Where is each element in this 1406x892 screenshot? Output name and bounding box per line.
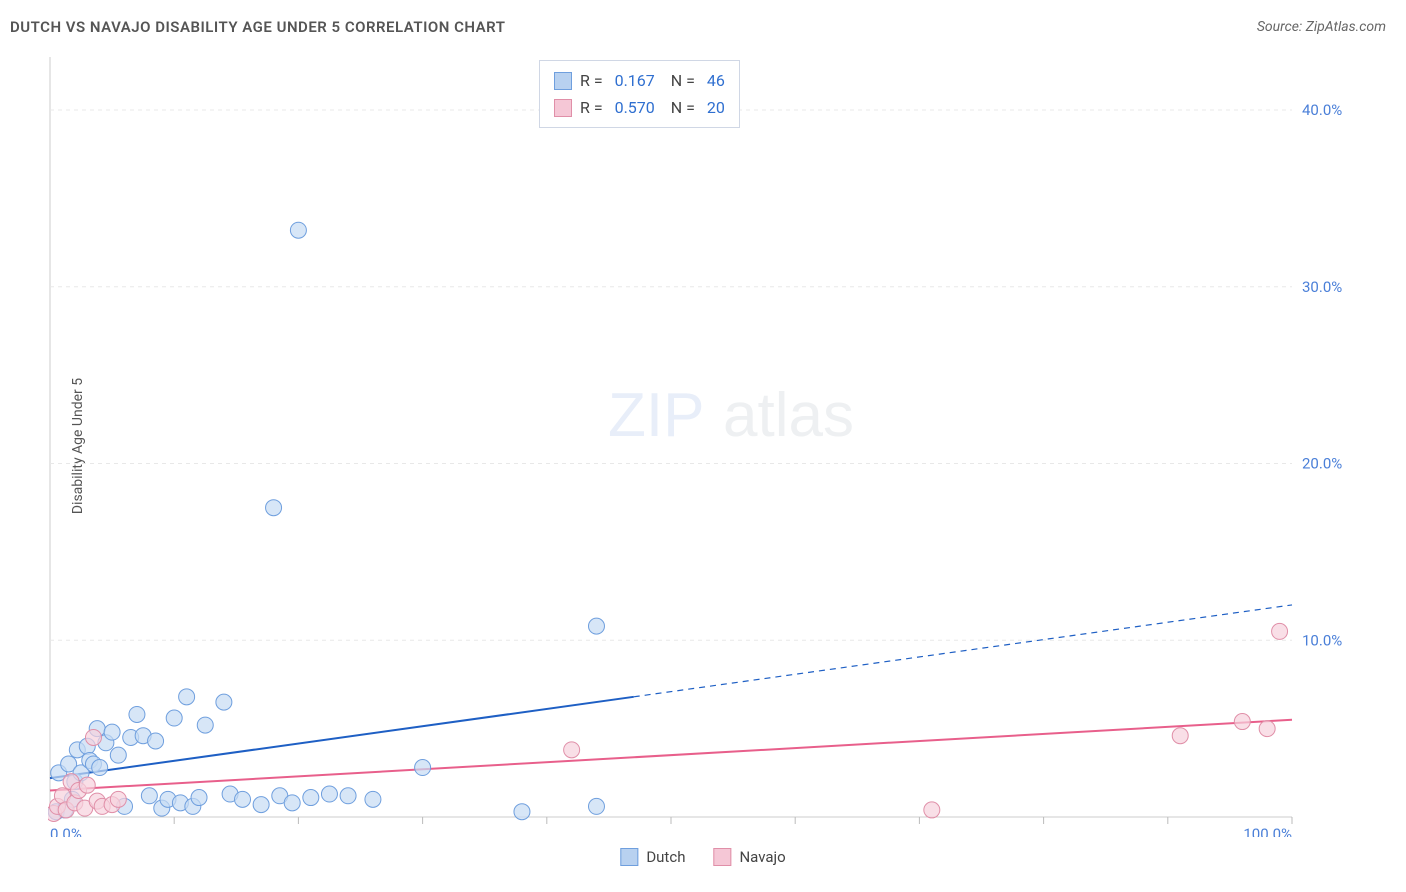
point-dutch — [588, 798, 604, 814]
point-dutch — [415, 760, 431, 776]
point-dutch — [321, 786, 337, 802]
watermark-atlas: atlas — [723, 381, 854, 450]
y-tick-label: 40.0% — [1302, 101, 1342, 119]
point-dutch — [141, 788, 157, 804]
stats-swatch-navajo — [554, 99, 572, 117]
point-dutch — [129, 706, 145, 722]
legend-label-navajo: Navajo — [739, 848, 785, 866]
point-dutch — [235, 791, 251, 807]
stats-swatch-dutch — [554, 72, 572, 90]
stats-r-label: R = — [580, 67, 607, 94]
legend-swatch-dutch — [620, 848, 638, 866]
stats-row-dutch: R = 0.167 N = 46 — [554, 67, 725, 94]
point-navajo — [79, 777, 95, 793]
stats-row-navajo: R = 0.570 N = 20 — [554, 94, 725, 121]
point-navajo — [924, 802, 940, 818]
point-navajo — [1234, 714, 1250, 730]
point-dutch — [197, 717, 213, 733]
point-dutch — [216, 694, 232, 710]
point-navajo — [1272, 623, 1288, 639]
plot-area: 10.0% 20.0% 30.0% 40.0% 0.0% 100.0% ZIP atlas — [48, 55, 1348, 837]
source-label: Source: ZipAtlas.com — [1257, 19, 1386, 35]
stats-n-value-navajo: 20 — [703, 94, 725, 121]
point-dutch — [179, 689, 195, 705]
point-dutch — [110, 747, 126, 763]
stats-r-value-navajo: 0.570 — [615, 94, 655, 121]
stats-r-label: R = — [580, 94, 607, 121]
trend-line-navajo — [50, 720, 1292, 791]
point-navajo — [564, 742, 580, 758]
x-max-label: 100.0% — [1243, 825, 1292, 837]
point-dutch — [284, 795, 300, 811]
point-dutch — [588, 618, 604, 634]
y-tick-label: 10.0% — [1302, 631, 1342, 649]
point-dutch — [365, 791, 381, 807]
point-navajo — [110, 791, 126, 807]
point-dutch — [166, 710, 182, 726]
stats-r-value-dutch: 0.167 — [615, 67, 655, 94]
y-tick-label: 30.0% — [1302, 278, 1342, 296]
trend-line-dutch-extrapolated — [634, 605, 1292, 697]
point-dutch — [340, 788, 356, 804]
y-tick-label: 20.0% — [1302, 455, 1342, 473]
chart-title: DUTCH VS NAVAJO DISABILITY AGE UNDER 5 C… — [10, 18, 505, 36]
point-dutch — [92, 760, 108, 776]
correlation-stats-box: R = 0.167 N = 46R = 0.570 N = 20 — [539, 60, 740, 128]
legend-item-dutch: Dutch — [620, 848, 685, 866]
x-min-label: 0.0% — [50, 825, 82, 837]
point-dutch — [191, 790, 207, 806]
legend: Dutch Navajo — [620, 848, 785, 866]
scatter-chart: 10.0% 20.0% 30.0% 40.0% 0.0% 100.0% ZIP atlas — [48, 55, 1348, 837]
point-navajo — [1172, 728, 1188, 744]
watermark-zip: ZIP — [608, 381, 704, 450]
stats-n-label: N = — [663, 94, 695, 121]
point-navajo — [85, 729, 101, 745]
legend-label-dutch: Dutch — [646, 848, 685, 866]
stats-n-label: N = — [663, 67, 695, 94]
legend-swatch-navajo — [713, 848, 731, 866]
legend-item-navajo: Navajo — [713, 848, 785, 866]
stats-n-value-dutch: 46 — [703, 67, 725, 94]
point-dutch — [253, 797, 269, 813]
point-dutch — [303, 790, 319, 806]
point-dutch — [266, 500, 282, 516]
point-dutch — [148, 733, 164, 749]
point-navajo — [1259, 721, 1275, 737]
point-dutch — [290, 222, 306, 238]
point-dutch — [104, 724, 120, 740]
point-dutch — [514, 804, 530, 820]
